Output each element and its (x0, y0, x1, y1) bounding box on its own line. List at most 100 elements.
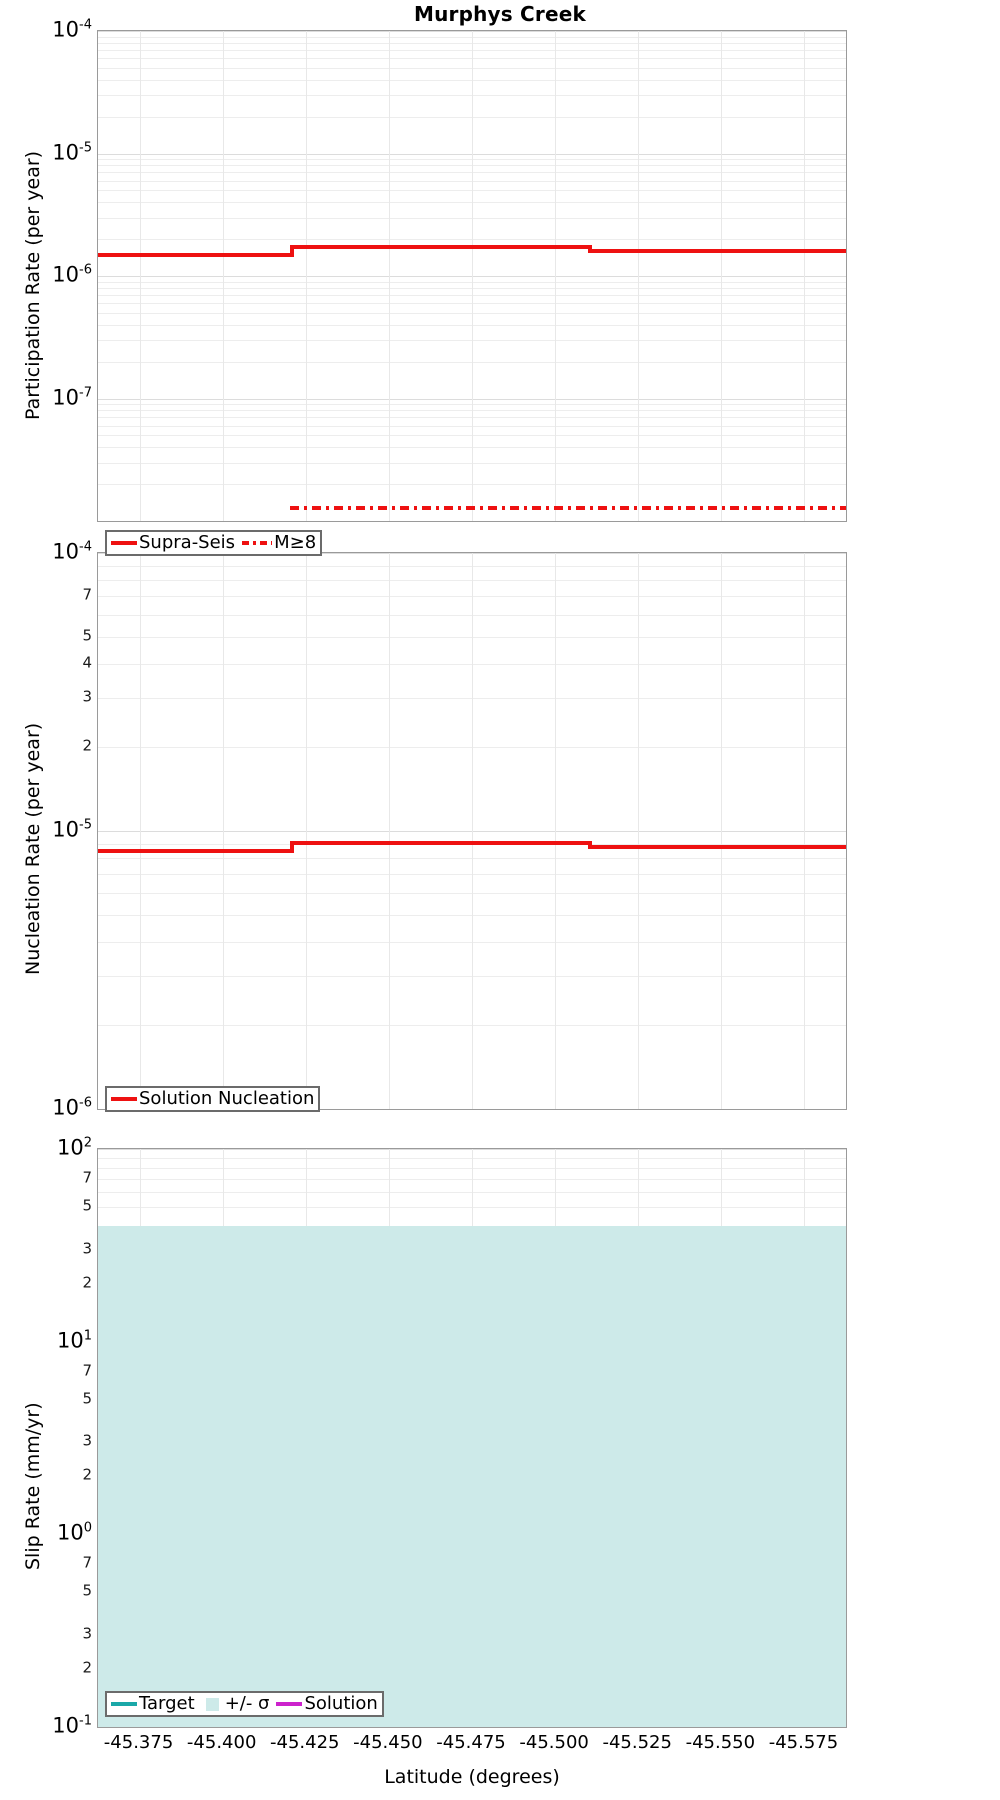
cyan-patch-icon (205, 1697, 219, 1711)
legend-label: Supra-Seis (139, 532, 236, 553)
y-tick-label: 10-7 (52, 385, 92, 409)
y-tick-label: 5 (82, 1196, 92, 1215)
y-tick-label: 10-1 (52, 1713, 92, 1738)
vertical-gridline (139, 553, 141, 1109)
legend-label: +/- σ (224, 1693, 270, 1714)
y-axis-label-panel3: Slip Rate (mm/yr) (22, 1402, 44, 1570)
vertical-gridline (472, 31, 473, 521)
x-tick-label: -45.450 (353, 1732, 423, 1753)
x-tick-label: -45.550 (685, 1732, 756, 1753)
vertical-gridline (388, 31, 390, 521)
plot-area-panel2 (98, 553, 846, 1109)
legend-label: Solution Nucleation (139, 1088, 315, 1109)
y-tick-label: 3 (82, 1239, 92, 1258)
series-solution-nucleation-riser (290, 841, 294, 853)
legend-entry-target: Target (111, 1695, 195, 1713)
series-solution-nucleation-segment (98, 849, 292, 853)
legend-entry-sigma: +/- σ (202, 1693, 270, 1714)
y-tick-label: 5 (82, 626, 92, 645)
series-m8-line (290, 506, 846, 510)
y-tick-label: 10-5 (52, 817, 92, 842)
legend-panel3: Target +/- σ Solution (105, 1691, 384, 1717)
x-axis-label: Latitude (degrees) (384, 1766, 560, 1788)
horizontal-gridline (98, 521, 846, 522)
panel-nucleation-rate (97, 552, 847, 1110)
solid-teal-line-icon (111, 1702, 137, 1706)
x-tick-label: -45.475 (436, 1732, 506, 1753)
vertical-gridline (305, 31, 307, 521)
dashdot-red-line-icon (242, 541, 273, 545)
legend-label: Target (139, 1693, 195, 1714)
solid-red-line-icon (111, 541, 137, 545)
plot-area-panel3 (98, 1149, 846, 1727)
vertical-gridline (222, 31, 224, 521)
legend-entry-supra-seis: Supra-Seis (111, 534, 235, 552)
y-tick-label: 7 (82, 585, 92, 604)
series-solution-nucleation-segment (588, 845, 846, 849)
y-tick-label: 7 (82, 1553, 92, 1572)
gridlines-panel1 (98, 31, 846, 521)
horizontal-gridline (98, 1727, 846, 1728)
x-tick-label: -45.525 (602, 1732, 672, 1753)
y-tick-label: 2 (82, 736, 92, 755)
panel-participation-rate (97, 30, 847, 522)
y-tick-label: 10-4 (52, 17, 92, 42)
y-axis-ticks-panel3: 102 101 100 10-1 7 5 3 2 7 5 3 2 7 5 3 2 (0, 1136, 92, 1736)
vertical-gridline (222, 553, 224, 1109)
vertical-gridline (804, 31, 806, 521)
vertical-gridline (305, 553, 307, 1109)
y-tick-label: 3 (82, 1431, 92, 1450)
y-tick-label: 2 (82, 1465, 92, 1484)
series-supra-seis-riser (290, 245, 294, 257)
legend-label: M≥8 (274, 532, 317, 553)
series-supra-seis-segment (290, 245, 592, 249)
y-tick-label: 10-6 (52, 262, 92, 287)
solid-red-line-icon (111, 1097, 137, 1101)
y-tick-label: 2 (82, 1658, 92, 1677)
x-tick-label: -45.375 (103, 1732, 174, 1753)
x-tick-label: -45.400 (186, 1732, 257, 1753)
x-tick-label: -45.575 (768, 1732, 839, 1753)
legend-label: Solution (304, 1693, 378, 1714)
vertical-gridline (721, 553, 723, 1109)
panel-slip-rate (97, 1148, 847, 1728)
y-axis-label-panel1: Participation Rate (per year) (22, 150, 44, 420)
y-tick-label: 100 (56, 1520, 92, 1545)
y-tick-label: 7 (82, 1361, 92, 1379)
y-tick-label: 10-4 (52, 539, 92, 564)
vertical-gridline (388, 553, 390, 1109)
vertical-gridline (472, 553, 473, 1109)
y-axis-label-panel2: Nucleation Rate (per year) (22, 722, 44, 975)
vertical-gridline (139, 31, 141, 521)
y-tick-label: 10-6 (52, 1095, 92, 1120)
series-solution-nucleation-segment (290, 841, 592, 845)
x-tick-label: -45.500 (519, 1732, 589, 1753)
y-tick-label: 10-5 (52, 140, 92, 164)
series-supra-seis-segment (98, 253, 292, 257)
vertical-gridline (555, 31, 557, 521)
plot-area-panel1 (98, 31, 846, 521)
y-tick-label: 4 (82, 653, 92, 672)
x-tick-label: -45.425 (270, 1732, 340, 1753)
series-supra-seis-segment (588, 249, 846, 253)
legend-panel2: Solution Nucleation (105, 1086, 321, 1112)
series-sigma-band (98, 1225, 846, 1727)
y-tick-label: 3 (82, 1624, 92, 1643)
y-axis-ticks-panel2: 10-4 10-5 10-6 7 5 4 3 2 (0, 540, 92, 1118)
legend-entry-solution-nucleation: Solution Nucleation (111, 1090, 314, 1108)
legend-entry-solution: Solution (276, 1693, 378, 1714)
y-tick-label: 5 (82, 1581, 92, 1600)
x-axis-ticks: -45.375 -45.400 -45.425 -45.450 -45.475 -45.5… (97, 1732, 847, 1758)
y-tick-label: 7 (82, 1168, 92, 1187)
y-tick-label: 102 (56, 1135, 92, 1160)
legend-panel1: Supra-Seis M≥8 (105, 530, 323, 556)
y-tick-label: 3 (82, 687, 92, 706)
solid-magenta-line-icon (276, 1702, 303, 1706)
y-axis-ticks-panel1: 10-310-410-510-610-7 (0, 18, 92, 522)
vertical-gridline (638, 31, 640, 521)
page-title: Murphys Creek (413, 2, 587, 26)
y-tick-label: 101 (56, 1328, 92, 1353)
vertical-gridline (721, 31, 723, 521)
legend-entry-m8: M≥8 (242, 534, 316, 552)
vertical-gridline (804, 553, 806, 1109)
